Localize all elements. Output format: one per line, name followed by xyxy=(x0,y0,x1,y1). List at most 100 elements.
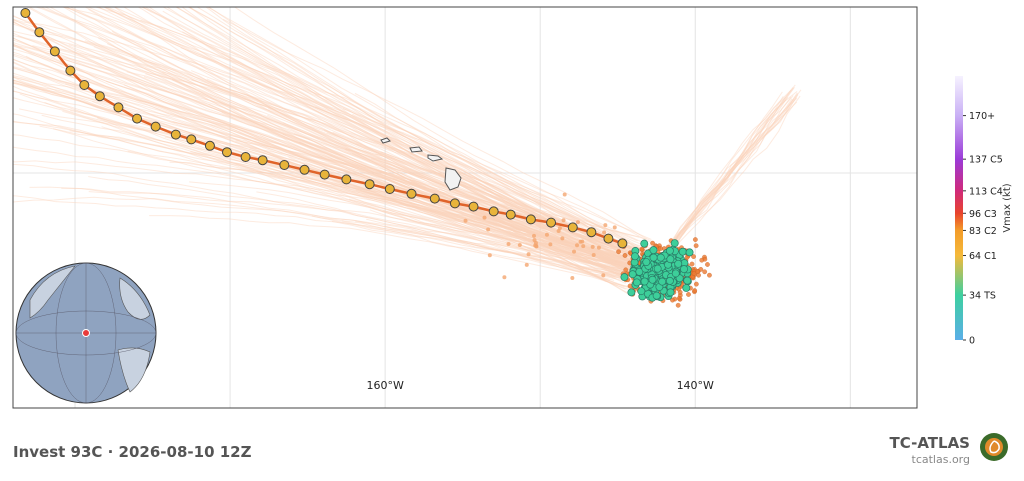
track-point xyxy=(186,134,197,145)
ensemble-track xyxy=(101,126,642,293)
track-point xyxy=(488,206,499,217)
track-point xyxy=(150,121,161,132)
ensemble-track xyxy=(162,10,643,253)
ensemble-point xyxy=(653,264,662,273)
ensemble-track xyxy=(13,18,658,279)
ensemble-track xyxy=(127,150,648,254)
ensemble-track xyxy=(106,7,667,254)
ensemble-track xyxy=(659,98,795,261)
ensemble-point xyxy=(671,269,680,278)
ensemble-track xyxy=(267,114,648,260)
ensemble-track xyxy=(62,7,640,277)
track-point xyxy=(240,152,251,162)
ensemble-point xyxy=(616,249,621,255)
ensemble-track xyxy=(143,76,645,278)
ensemble-track xyxy=(13,45,623,264)
ensemble-track xyxy=(106,80,627,266)
ensemble-track xyxy=(659,96,792,261)
ensemble-track xyxy=(246,94,607,283)
ensemble-point xyxy=(602,230,607,235)
ensemble-point xyxy=(682,284,691,292)
ensemble-track xyxy=(69,130,630,260)
ensemble-track xyxy=(171,79,633,263)
ensemble-point xyxy=(676,295,682,301)
ensemble-track xyxy=(13,21,640,264)
ensemble-track xyxy=(210,124,631,262)
ensemble-track xyxy=(13,37,647,273)
ensemble-track xyxy=(345,148,626,290)
ensemble-track xyxy=(103,7,650,264)
ensemble-track xyxy=(659,93,799,261)
track-point xyxy=(279,160,290,170)
ensemble-track xyxy=(206,78,647,275)
ensemble-point xyxy=(649,246,658,255)
ensemble-track xyxy=(235,163,656,263)
track-point xyxy=(567,222,578,233)
ensemble-point xyxy=(642,258,651,266)
ensemble-track xyxy=(175,7,624,266)
track-point xyxy=(341,174,352,185)
colorbar-tick-label: 34 TS xyxy=(969,291,996,302)
ensemble-track xyxy=(13,62,643,272)
ensemble-track xyxy=(231,66,653,250)
ensemble-point xyxy=(692,288,698,293)
ensemble-track xyxy=(13,53,629,266)
ensemble-track xyxy=(187,7,629,247)
island xyxy=(444,167,462,191)
ensemble-track xyxy=(332,131,633,298)
ensemble-track xyxy=(344,149,665,271)
ensemble-track xyxy=(659,95,801,261)
brand-logo xyxy=(980,433,1008,461)
ensemble-point xyxy=(665,276,674,285)
ensemble-point xyxy=(650,240,655,246)
ensemble-track xyxy=(29,186,610,282)
ensemble-track xyxy=(13,90,665,274)
ensemble-track xyxy=(44,102,625,288)
ensemble-point xyxy=(486,227,491,232)
ensemble-track xyxy=(293,133,655,263)
ensemble-point xyxy=(648,275,657,284)
ensemble-track xyxy=(384,128,665,262)
ensemble-track xyxy=(249,147,630,254)
ensemble-track xyxy=(659,99,787,261)
ensemble-point xyxy=(612,225,617,230)
ensemble-track xyxy=(352,113,633,260)
ensemble-point xyxy=(692,237,698,242)
ensemble-track xyxy=(13,120,641,279)
ensemble-track xyxy=(144,7,641,269)
ensemble-track xyxy=(13,82,617,280)
ensemble-track xyxy=(94,7,645,251)
track-point xyxy=(79,80,90,90)
ensemble-point xyxy=(627,288,636,297)
ensemble-point xyxy=(683,276,692,285)
ensemble-track xyxy=(13,18,664,251)
ensemble-track xyxy=(13,75,628,278)
ensemble-track xyxy=(88,191,649,271)
ensemble-track xyxy=(13,146,637,264)
ensemble-track xyxy=(166,7,646,265)
ensemble-point xyxy=(544,232,549,237)
colorbar-tick-label: 170+ xyxy=(969,111,995,122)
track-point xyxy=(468,201,479,212)
ensemble-point xyxy=(506,241,511,246)
ensemble-track xyxy=(41,114,642,264)
ensemble-track xyxy=(102,7,647,269)
ensemble-track xyxy=(34,7,642,269)
ensemble-track xyxy=(13,195,656,279)
track-point xyxy=(113,102,124,113)
ensemble-point xyxy=(657,246,663,251)
ensemble-track xyxy=(13,21,634,266)
ensemble-track xyxy=(25,55,647,268)
ensemble-point xyxy=(561,218,566,223)
ensemble-point xyxy=(601,273,606,278)
ensemble-track xyxy=(351,152,613,260)
ensemble-point xyxy=(666,288,675,297)
ensemble-track xyxy=(140,7,640,266)
track-point xyxy=(364,179,375,190)
track-point xyxy=(299,164,310,175)
ensemble-track xyxy=(61,187,642,281)
track-point xyxy=(20,8,31,18)
ensemble-track xyxy=(19,93,620,265)
ensemble-track xyxy=(39,125,640,263)
